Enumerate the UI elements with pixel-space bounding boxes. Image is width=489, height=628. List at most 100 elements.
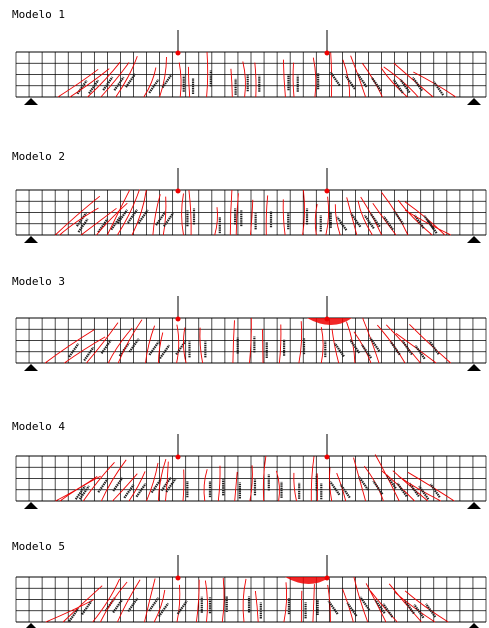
crack-annotation bbox=[369, 337, 381, 352]
crack-annotation bbox=[176, 600, 188, 615]
crack-annotation bbox=[137, 209, 149, 224]
crack bbox=[283, 582, 288, 623]
crack bbox=[99, 581, 128, 623]
crack-annotation bbox=[374, 599, 386, 614]
crack bbox=[265, 195, 269, 236]
crack bbox=[181, 193, 184, 236]
crack bbox=[363, 465, 384, 502]
crack-annotation bbox=[408, 482, 420, 498]
crack-annotation bbox=[135, 483, 147, 498]
support bbox=[24, 502, 38, 509]
crack-annotation bbox=[161, 73, 173, 89]
crushing-zone bbox=[307, 318, 352, 325]
crack bbox=[157, 458, 167, 502]
crack-annotation bbox=[370, 76, 382, 92]
crack bbox=[182, 469, 185, 502]
load-crush bbox=[175, 575, 181, 581]
crack-annotation bbox=[158, 602, 169, 618]
crack-annotation bbox=[155, 211, 167, 226]
crack bbox=[249, 465, 253, 502]
crack bbox=[187, 66, 191, 98]
crack-annotation bbox=[339, 483, 351, 499]
crack-annotation bbox=[389, 340, 401, 356]
crack bbox=[176, 324, 180, 364]
crack bbox=[57, 68, 99, 98]
crack bbox=[206, 51, 209, 98]
crack bbox=[178, 62, 182, 98]
crack-annotation bbox=[148, 341, 160, 356]
load-crush bbox=[175, 454, 181, 460]
crack bbox=[159, 56, 167, 98]
crack bbox=[397, 199, 433, 236]
crack-annotation bbox=[356, 73, 368, 88]
model-title: Modelo 3 bbox=[12, 275, 65, 288]
crack bbox=[278, 324, 282, 364]
crack-annotation bbox=[127, 597, 139, 613]
crack bbox=[310, 456, 315, 502]
crack-annotation bbox=[148, 79, 160, 94]
crack-annotation bbox=[359, 596, 371, 611]
load-crush bbox=[324, 188, 330, 194]
crack-annotation bbox=[344, 75, 356, 90]
crack bbox=[235, 193, 239, 236]
crack bbox=[413, 71, 457, 98]
crack-annotation bbox=[382, 603, 394, 618]
crack bbox=[376, 324, 406, 364]
support bbox=[467, 98, 481, 105]
crack bbox=[188, 189, 192, 236]
crack bbox=[96, 202, 128, 236]
crack bbox=[131, 189, 147, 236]
crack-annotation bbox=[125, 73, 137, 88]
crack-annotation bbox=[403, 599, 415, 615]
crack bbox=[385, 324, 421, 364]
crack bbox=[112, 473, 138, 502]
crack-annotation bbox=[83, 346, 95, 362]
crack bbox=[176, 584, 181, 623]
beam-model: Modelo 1 bbox=[12, 8, 487, 105]
crack bbox=[404, 590, 449, 623]
crack bbox=[254, 590, 259, 623]
crack-annotation bbox=[413, 214, 425, 229]
crack bbox=[69, 68, 110, 98]
crack bbox=[242, 61, 246, 98]
crack bbox=[106, 189, 131, 236]
crack bbox=[360, 196, 383, 236]
crack bbox=[145, 325, 156, 364]
crack-annotation bbox=[429, 483, 441, 498]
support bbox=[467, 364, 481, 371]
crack bbox=[214, 207, 218, 236]
crack bbox=[404, 209, 452, 236]
crack-annotation bbox=[372, 480, 384, 495]
crack bbox=[195, 579, 200, 623]
beam-model: Modelo 4 bbox=[12, 420, 487, 509]
crack bbox=[82, 461, 115, 502]
crack bbox=[221, 577, 225, 623]
crack bbox=[388, 583, 422, 623]
crack bbox=[87, 61, 121, 98]
crack-annotation bbox=[128, 338, 140, 353]
crack-annotation bbox=[369, 212, 381, 228]
support bbox=[24, 364, 38, 371]
crack bbox=[92, 578, 121, 623]
crack bbox=[183, 327, 187, 364]
crack-annotation bbox=[165, 478, 177, 493]
crack bbox=[262, 455, 267, 502]
crack bbox=[54, 195, 101, 236]
crack-annotation bbox=[88, 79, 100, 94]
crushing-zone bbox=[285, 577, 330, 584]
crack-annotation bbox=[363, 214, 375, 230]
crack bbox=[312, 57, 317, 98]
model-title: Modelo 5 bbox=[12, 540, 65, 553]
crack bbox=[254, 62, 257, 98]
crack bbox=[249, 317, 252, 364]
crack-annotation bbox=[361, 344, 373, 359]
beam-model: Modelo 2 bbox=[12, 150, 487, 243]
crack bbox=[314, 203, 318, 236]
crack bbox=[357, 200, 373, 236]
crack bbox=[362, 63, 383, 98]
crack bbox=[380, 67, 408, 98]
crack-annotation bbox=[126, 209, 138, 224]
crack bbox=[229, 189, 233, 236]
crack-annotation bbox=[77, 218, 89, 233]
crack bbox=[64, 336, 106, 364]
